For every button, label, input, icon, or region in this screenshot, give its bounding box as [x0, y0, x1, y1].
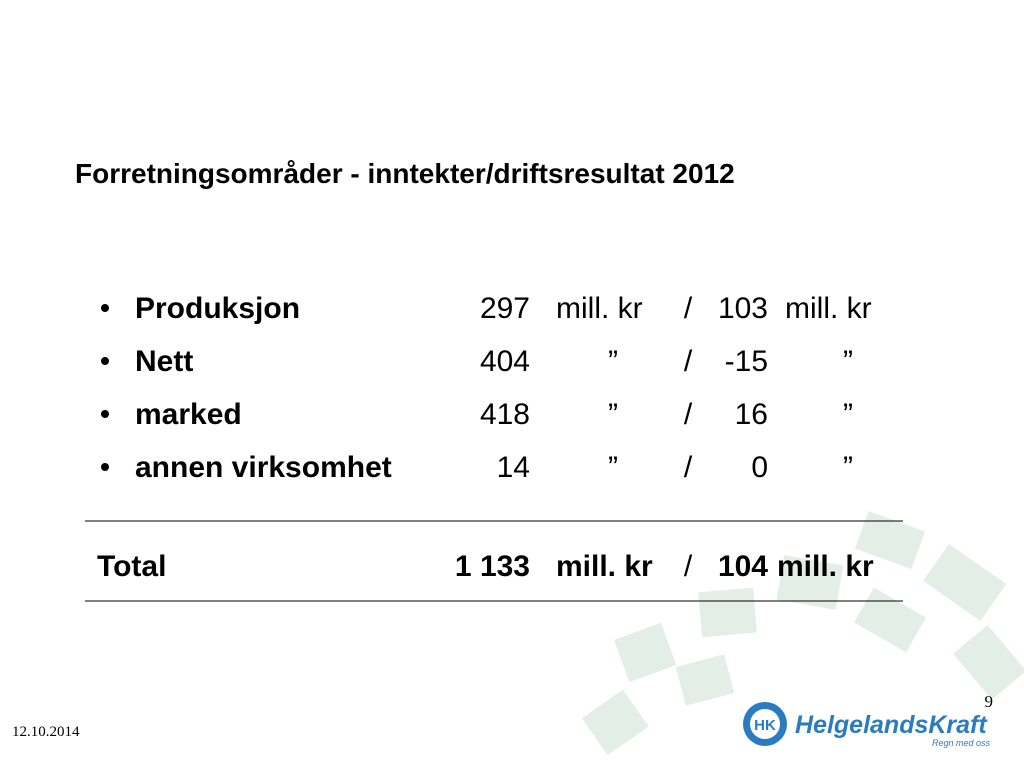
- result: 0: [751, 451, 768, 484]
- separator: /: [684, 451, 693, 484]
- name: annen virksomhet: [135, 451, 392, 484]
- separator: /: [684, 292, 693, 325]
- logo-name: HelgelandsKraft: [795, 711, 988, 739]
- bullet: [101, 304, 109, 312]
- revenue: 297: [480, 292, 530, 325]
- logo-mark: HK: [754, 717, 776, 734]
- logo: HK HelgelandsKraft Regn med oss: [743, 702, 990, 748]
- page-number: 9: [985, 692, 994, 711]
- unit: mill. kr: [785, 292, 872, 325]
- unit: mill. kr: [556, 550, 653, 583]
- revenue: 14: [497, 451, 530, 484]
- name: Produksjon: [135, 292, 300, 325]
- unit: ”: [608, 451, 618, 484]
- title: Forretningsområder - inntekter/driftsres…: [75, 158, 735, 189]
- bullet: [101, 410, 109, 418]
- name: Nett: [135, 345, 193, 378]
- unit: ”: [843, 451, 853, 484]
- decoration: [581, 510, 1024, 756]
- unit: mill. kr: [777, 550, 874, 583]
- result: 16: [735, 398, 768, 431]
- unit: ”: [843, 345, 853, 378]
- result: -15: [725, 345, 768, 378]
- unit: ”: [843, 398, 853, 431]
- revenue: 418: [480, 398, 530, 431]
- unit: mill. kr: [556, 292, 643, 325]
- bullet: [101, 357, 109, 365]
- result: 103: [718, 292, 768, 325]
- bullet: [101, 463, 109, 471]
- logo-inner: [750, 709, 780, 739]
- name: marked: [135, 398, 242, 431]
- revenue: 404: [480, 345, 530, 378]
- unit: ”: [608, 398, 618, 431]
- separator: /: [684, 398, 693, 431]
- unit: ”: [608, 345, 618, 378]
- result: 104: [718, 550, 768, 583]
- logo-slogan: Regn med oss: [932, 738, 991, 748]
- name: Total: [97, 550, 166, 583]
- separator: /: [684, 550, 693, 583]
- date: 12.10.2014: [12, 724, 80, 740]
- separator: /: [684, 345, 693, 378]
- revenue: 1 133: [455, 550, 530, 583]
